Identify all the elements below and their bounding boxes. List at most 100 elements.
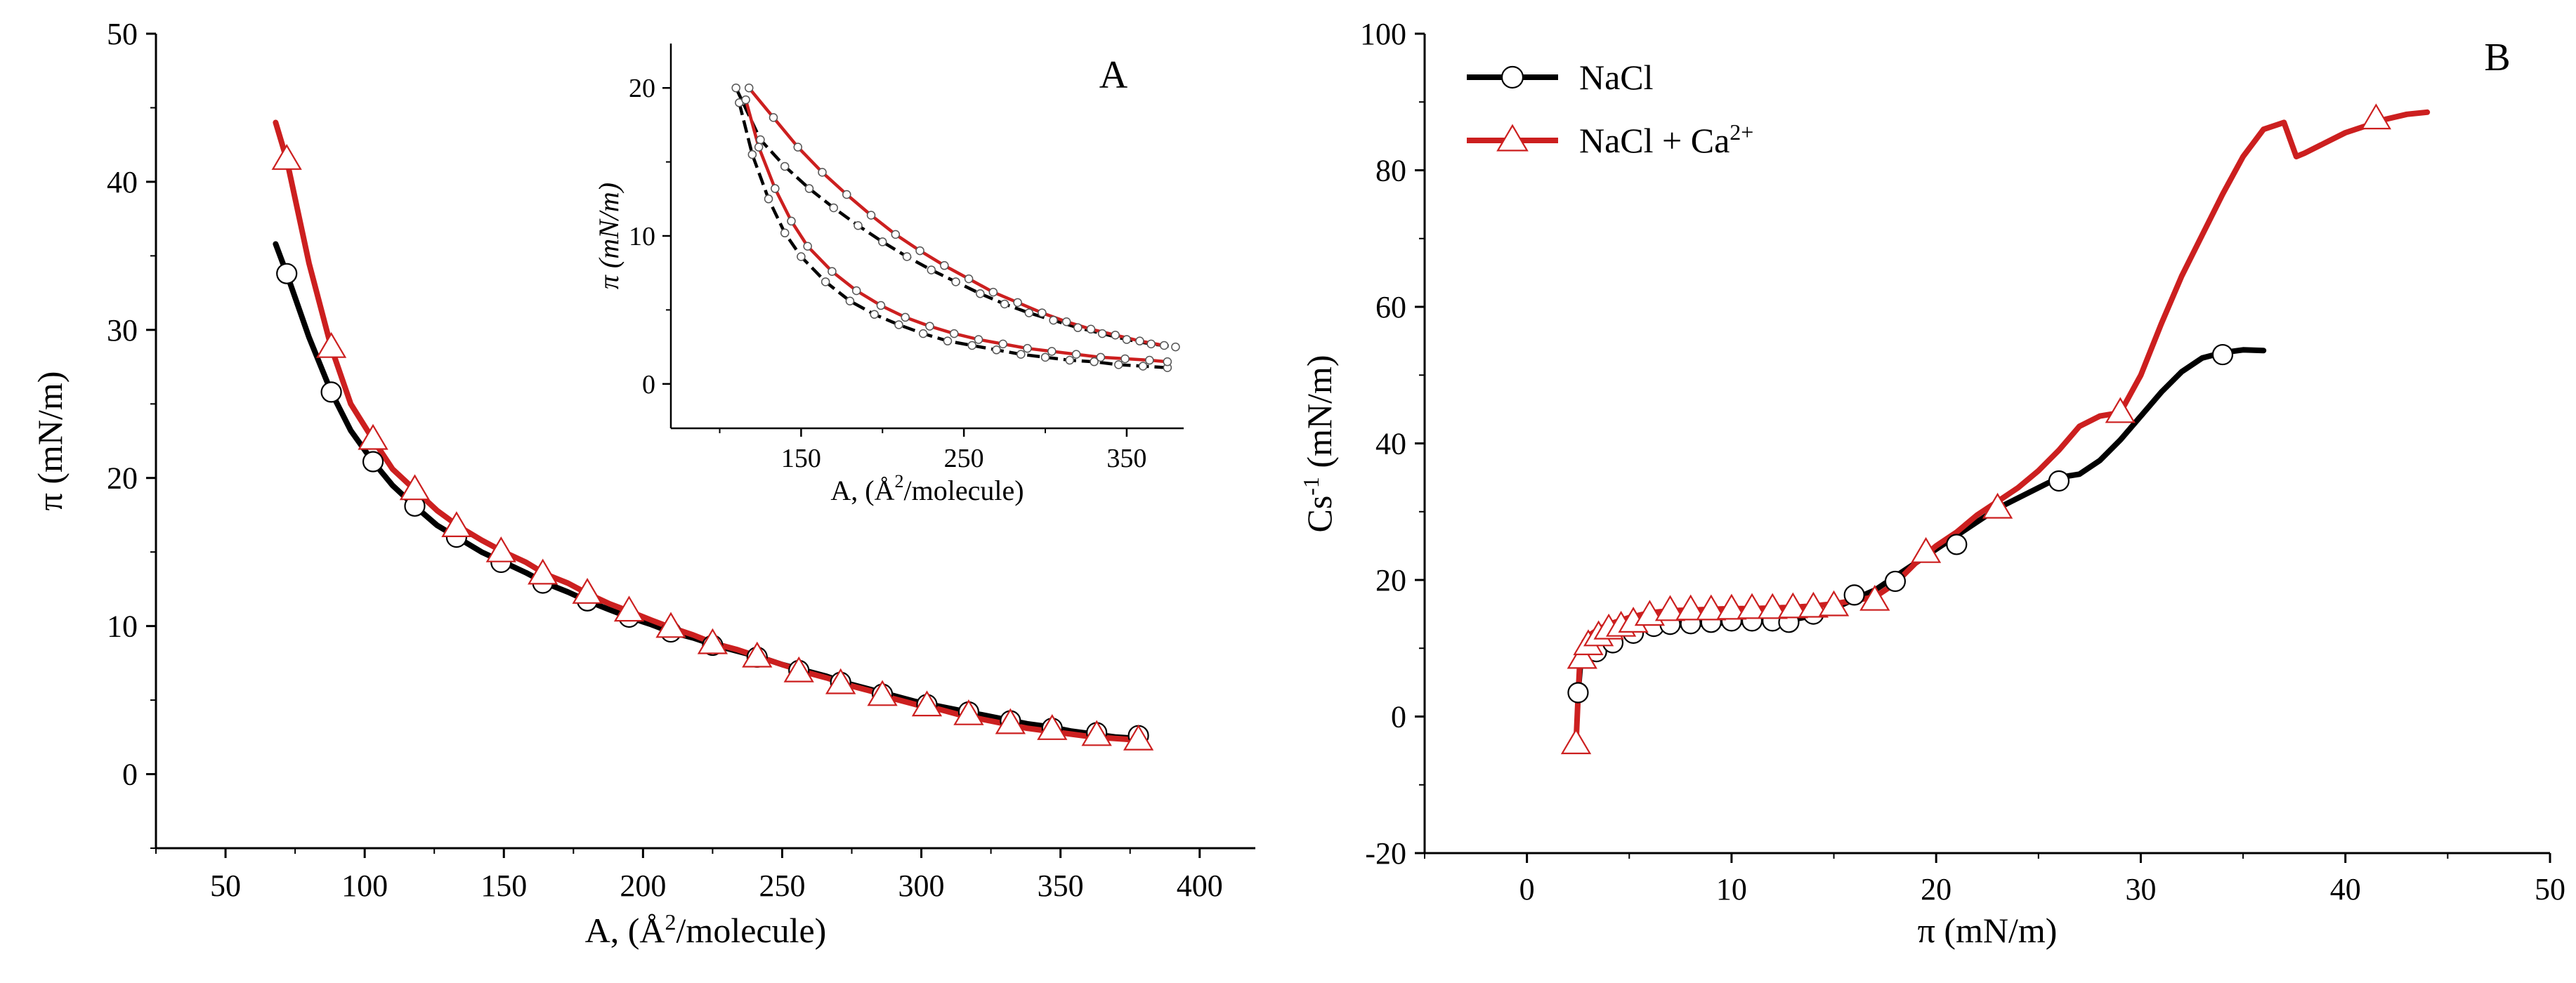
panel-a-marker-nacl-ca xyxy=(1037,714,1068,740)
inset-marker-red-upper xyxy=(1111,330,1120,340)
panel-a-y-tick-label: 20 xyxy=(107,461,138,496)
inset-marker-red-lower xyxy=(803,242,812,251)
inset-marker-black-lower xyxy=(1138,362,1148,371)
inset-marker-red-lower xyxy=(1096,352,1106,362)
panel-a-x-tick-label: 350 xyxy=(1038,869,1084,903)
legend-label-nacl: NaCl xyxy=(1579,58,1654,97)
panel-b-x-axis-label: π (mN/m) xyxy=(1918,911,2058,950)
panel-b-marker-nacl-ca xyxy=(2360,103,2392,130)
panel-b-marker-nacl xyxy=(1946,534,1968,555)
panel-a-marker-nacl-ca xyxy=(783,656,814,682)
panel-a-marker-nacl-ca xyxy=(399,474,431,501)
panel-a-y-tick-label: 0 xyxy=(122,758,138,792)
inset-x-tick-label: 250 xyxy=(944,444,984,473)
inset-marker-black-lower xyxy=(1065,355,1075,365)
inset-marker-black-lower xyxy=(870,310,879,319)
panel-b-marker-nacl xyxy=(2211,343,2234,366)
panel-b-x-tick-label: 30 xyxy=(2125,872,2156,906)
panel-a-marker-nacl-ca xyxy=(655,612,686,638)
panel-a-marker-nacl xyxy=(276,263,298,284)
inset-marker-black-lower xyxy=(1016,350,1026,359)
panel-a-y-tick-label: 50 xyxy=(107,17,138,51)
inset-marker-red-upper xyxy=(793,143,803,152)
inset-marker-black-upper xyxy=(756,135,765,145)
panel-a-marker-nacl xyxy=(362,451,384,473)
inset-marker-black-lower xyxy=(967,341,976,350)
inset-marker-black-upper xyxy=(731,83,740,93)
inset-marker-black-lower xyxy=(918,329,928,338)
panel-b-y-tick-label: 0 xyxy=(1391,700,1406,734)
panel-b-marker-nacl-ca xyxy=(1982,492,2013,519)
panel-b-x-tick-label: 0 xyxy=(1519,872,1535,906)
panel-b-marker-nacl xyxy=(1567,682,1589,704)
inset-x-tick-label: 150 xyxy=(781,444,821,473)
inset-marker-black-upper xyxy=(927,265,936,275)
inset-marker-black-lower xyxy=(747,150,757,159)
inset-y-tick-label: 0 xyxy=(642,370,655,400)
panel-b-marker-nacl-ca xyxy=(1798,591,1829,618)
panel-b-y-tick-label: 40 xyxy=(1375,427,1406,461)
panel-a-marker-nacl-ca xyxy=(485,536,516,562)
panel-a-x-axis-label: A, (Å2/molecule) xyxy=(585,909,827,950)
inset-marker-red-upper xyxy=(988,287,998,297)
panel-a-marker-nacl-ca xyxy=(911,690,943,717)
panel-a-marker-nacl-ca xyxy=(1081,720,1112,746)
inset-marker-black-upper xyxy=(1024,308,1034,317)
inset-marker-red-lower xyxy=(974,335,983,344)
legend-label-nacl-ca: NaCl + Ca2+ xyxy=(1579,119,1753,160)
inset-marker-red-lower xyxy=(901,312,910,322)
inset-marker-black-lower xyxy=(797,252,806,261)
panel-b-y-tick-label: 80 xyxy=(1375,154,1406,188)
inset-marker-red-upper xyxy=(1159,341,1169,350)
panel-a-x-tick-label: 100 xyxy=(341,869,388,903)
panel-a-marker-nacl-ca xyxy=(613,595,645,622)
panel-b-chart: -20 0 20 40 60 80 100 0 10 20 30 40 50 π (mN/m) Cs-1 (… xyxy=(1298,17,2565,950)
panel-b-x-tick-label: 10 xyxy=(1716,872,1747,906)
panel-a-marker-nacl-ca xyxy=(1123,724,1154,751)
panel-b-x-tick-label: 40 xyxy=(2330,872,2361,906)
inset-marker-red-lower xyxy=(1163,357,1172,367)
inset-marker-black-upper xyxy=(1122,335,1132,344)
legend-marker-nacl-ca xyxy=(1496,124,1529,152)
panel-b-marker-nacl-ca xyxy=(1560,728,1592,755)
inset-marker-red-upper xyxy=(964,274,974,284)
panel-a-marker-nacl-ca xyxy=(742,641,773,668)
inset-marker-black-upper xyxy=(902,252,912,261)
inset-marker-red-upper xyxy=(769,113,778,122)
inset-marker-red-lower xyxy=(828,267,837,276)
panel-a-y-axis-label: π (mN/m) xyxy=(30,371,70,511)
inset-x-axis-label: A, (Å2/molecule) xyxy=(830,471,1024,506)
panel-b-x-tick-label: 50 xyxy=(2535,872,2565,906)
inset-marker-black-lower xyxy=(780,228,790,238)
inset-background xyxy=(671,44,1184,428)
inset-marker-red-lower xyxy=(1120,354,1130,364)
inset-marker-black-upper xyxy=(878,237,887,246)
inset-marker-black-upper xyxy=(1049,315,1058,325)
panel-a-x-tick-label: 200 xyxy=(620,869,666,903)
inset-marker-red-upper xyxy=(1061,317,1071,326)
panel-b-y-tick-label: 60 xyxy=(1375,290,1406,324)
inset-marker-red-upper xyxy=(915,246,924,256)
panel-a-marker-nacl-ca xyxy=(528,558,558,585)
panel-b-marker-nacl-ca xyxy=(1737,593,1767,619)
inset-marker-black-upper xyxy=(1097,329,1107,338)
panel-a-marker-nacl-ca xyxy=(867,680,898,706)
inset-marker-black-upper xyxy=(1073,323,1083,332)
panel-a-marker-nacl-ca xyxy=(315,331,347,358)
panel-b-y-tick-label: 100 xyxy=(1360,17,1406,51)
inset-marker-red-lower xyxy=(754,143,764,152)
inset-marker-red-upper xyxy=(744,83,754,93)
inset-marker-red-upper xyxy=(842,190,851,199)
inset-marker-red-lower xyxy=(1071,350,1081,359)
panel-a-x-tick-label: 50 xyxy=(210,869,241,903)
inset-marker-black-lower xyxy=(845,296,855,305)
inset-marker-black-lower xyxy=(1040,352,1050,362)
panel-a-marker-nacl xyxy=(320,381,342,403)
panel-b-marker-nacl xyxy=(2048,470,2070,492)
panel-b-marker-nacl-ca xyxy=(1777,592,1808,619)
inset-marker-black-lower xyxy=(894,320,903,329)
inset-y-tick-label: 20 xyxy=(629,74,655,103)
